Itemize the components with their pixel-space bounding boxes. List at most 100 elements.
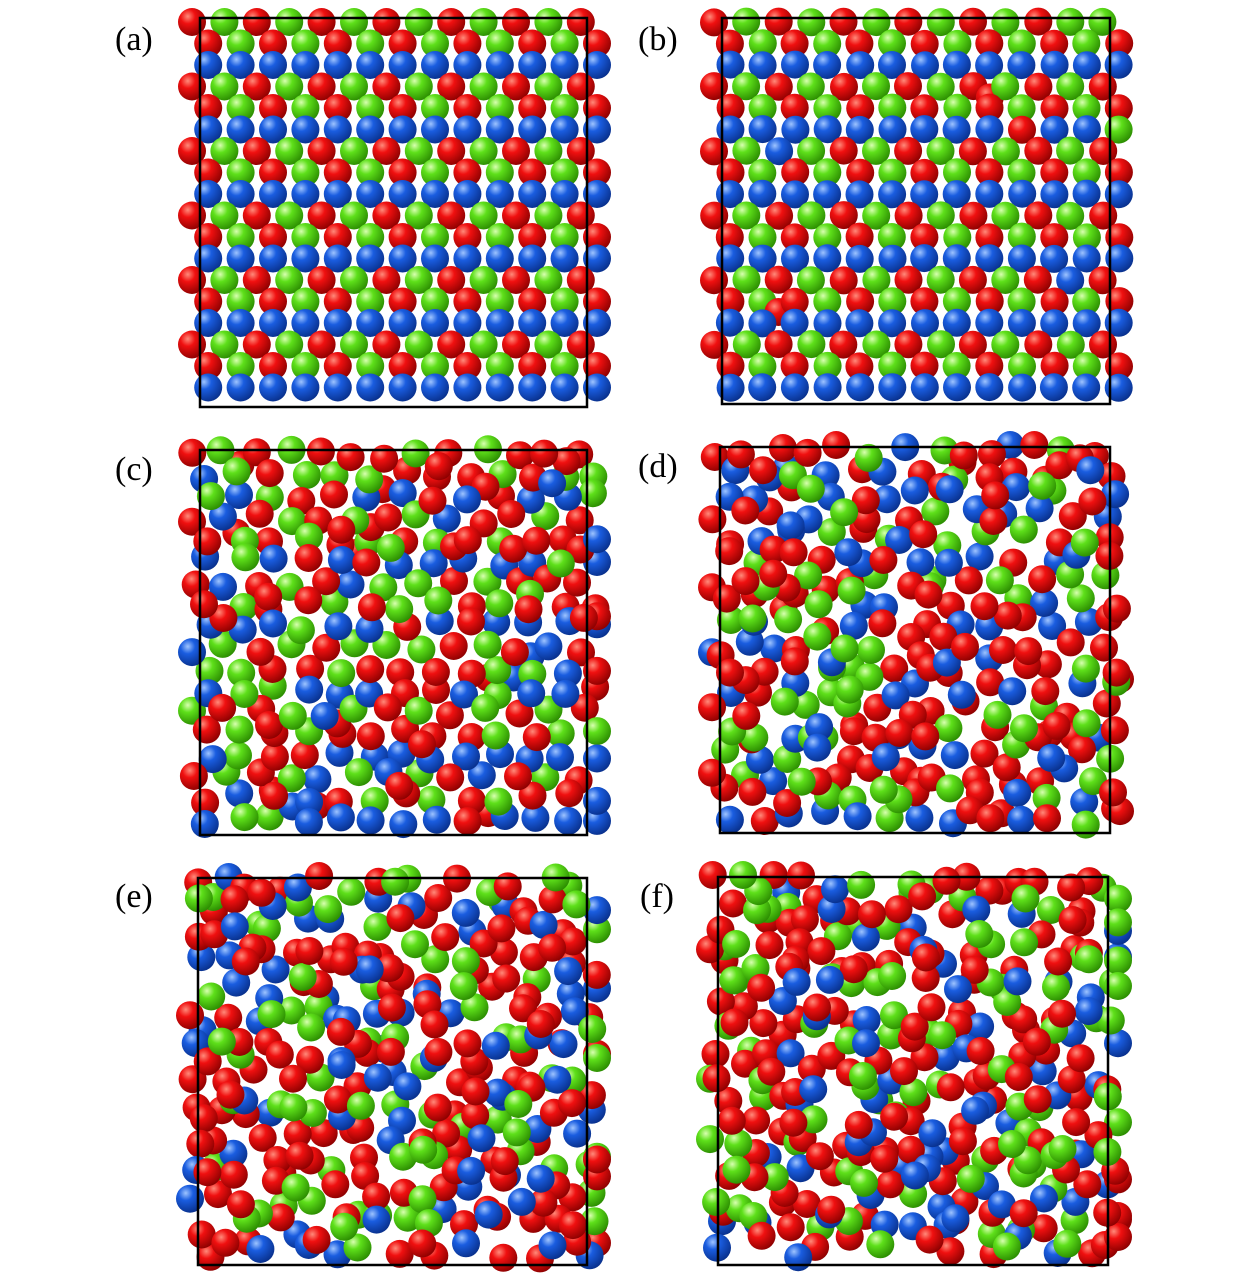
atom — [226, 352, 255, 380]
atom — [507, 1187, 536, 1216]
atom — [419, 549, 448, 578]
atom — [839, 611, 868, 640]
atom — [281, 1173, 310, 1202]
atom — [421, 658, 450, 686]
atom — [550, 29, 579, 58]
atom — [742, 1106, 771, 1135]
atom — [336, 570, 365, 599]
atom — [782, 967, 811, 996]
atom — [453, 180, 482, 208]
atom — [356, 309, 385, 337]
atom — [323, 244, 352, 273]
atom — [502, 137, 530, 165]
atom — [583, 158, 611, 187]
atom — [791, 690, 820, 719]
atom — [423, 1093, 452, 1122]
atom — [210, 137, 239, 165]
atom — [1057, 1065, 1086, 1094]
atom — [516, 485, 545, 514]
atom — [550, 223, 579, 251]
atom — [242, 438, 271, 467]
atom — [460, 993, 489, 1022]
atom — [583, 244, 611, 273]
atom — [998, 1130, 1026, 1158]
atom — [231, 947, 260, 976]
atom — [583, 29, 611, 58]
atom — [846, 158, 875, 187]
atom — [1076, 456, 1105, 485]
atom — [750, 807, 779, 835]
atom — [1003, 967, 1032, 996]
atom — [780, 351, 809, 380]
atom — [291, 309, 320, 337]
atom — [490, 1147, 519, 1176]
atom — [1101, 480, 1130, 509]
atom — [781, 180, 809, 209]
atom — [1105, 244, 1134, 273]
atom — [421, 352, 449, 380]
atom — [961, 1096, 990, 1125]
atom — [453, 51, 482, 79]
atom — [1105, 287, 1134, 316]
atom — [837, 576, 866, 605]
atom — [291, 287, 320, 316]
atom — [493, 872, 522, 901]
atom — [583, 287, 611, 316]
atom — [226, 94, 255, 122]
atom — [738, 777, 767, 806]
atom — [813, 180, 842, 209]
atom — [356, 373, 385, 402]
atom — [222, 968, 251, 997]
atom — [793, 1190, 821, 1218]
atom — [759, 559, 788, 588]
atom — [461, 1077, 490, 1106]
atom — [1104, 115, 1133, 144]
atom — [471, 693, 500, 722]
atom — [340, 137, 368, 165]
atom — [1007, 309, 1036, 337]
atom — [1014, 637, 1043, 666]
atom — [1040, 223, 1069, 252]
atom — [263, 1146, 292, 1174]
atom — [926, 265, 955, 294]
atom — [1104, 180, 1133, 209]
atom — [1038, 612, 1067, 640]
atom — [489, 1243, 518, 1272]
atom — [327, 515, 356, 544]
atom — [1056, 330, 1085, 359]
atom — [530, 439, 559, 468]
atom — [469, 266, 498, 294]
atom — [876, 1170, 905, 1199]
atom — [748, 373, 777, 402]
atom — [583, 94, 611, 122]
atom — [1024, 330, 1053, 359]
atom — [1022, 1027, 1051, 1056]
atom — [943, 373, 971, 402]
atom — [198, 745, 227, 774]
atom — [943, 158, 971, 187]
atom — [911, 309, 939, 338]
atom — [787, 861, 815, 890]
atom — [562, 890, 591, 919]
atom — [259, 29, 287, 58]
atom — [330, 1212, 359, 1241]
atom — [780, 29, 809, 58]
atom — [518, 287, 547, 316]
atom — [226, 29, 255, 58]
atom — [807, 937, 836, 966]
atom — [356, 51, 385, 79]
atom — [436, 763, 465, 792]
atom — [534, 72, 563, 101]
atom — [716, 351, 745, 380]
atom — [323, 29, 352, 58]
atom — [558, 1211, 587, 1240]
atom — [220, 885, 249, 914]
atom — [550, 158, 579, 187]
atom — [1007, 222, 1036, 251]
atom — [356, 655, 385, 684]
atom — [321, 1170, 350, 1199]
atom — [1056, 7, 1085, 36]
atom — [336, 443, 365, 472]
atom — [297, 1013, 326, 1042]
atom — [492, 964, 521, 993]
